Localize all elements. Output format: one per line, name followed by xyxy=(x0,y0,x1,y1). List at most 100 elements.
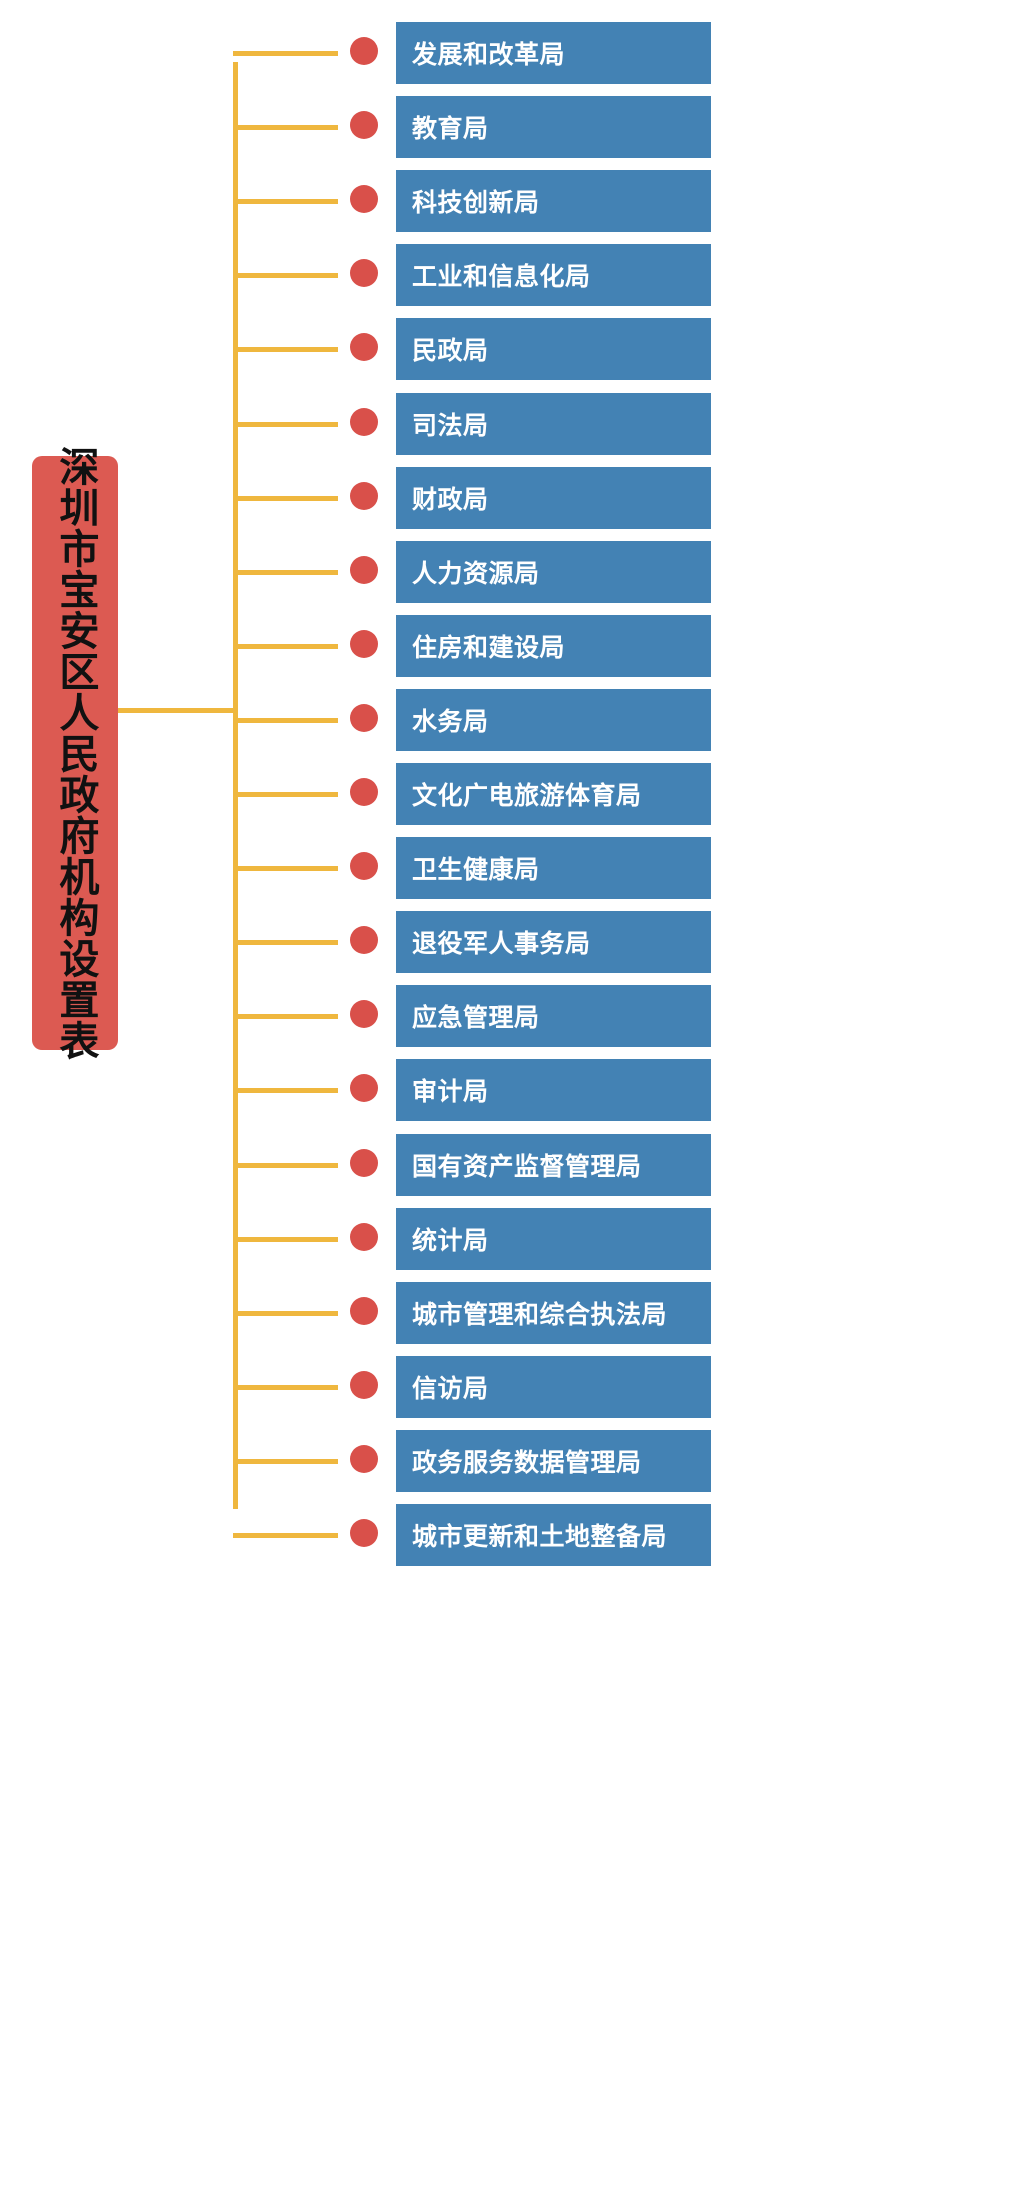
bullet-icon xyxy=(350,926,378,954)
department-row: 工业和信息化局 xyxy=(0,244,1029,306)
branch-connector xyxy=(233,866,338,871)
department-row: 教育局 xyxy=(0,96,1029,158)
department-row: 国有资产监督管理局 xyxy=(0,1134,1029,1196)
trunk-connector xyxy=(118,708,236,713)
department-node-label: 退役军人事务局 xyxy=(412,931,591,958)
branch-connector xyxy=(233,1088,338,1093)
bullet-icon xyxy=(350,630,378,658)
department-node[interactable]: 民政局 xyxy=(396,318,711,380)
department-node[interactable]: 人力资源局 xyxy=(396,541,711,603)
branch-connector xyxy=(233,1014,338,1019)
branch-connector xyxy=(233,51,338,56)
department-node[interactable]: 统计局 xyxy=(396,1208,711,1270)
department-node[interactable]: 城市更新和土地整备局 xyxy=(396,1504,711,1566)
department-row: 应急管理局 xyxy=(0,985,1029,1047)
department-node-label: 信访局 xyxy=(412,1376,489,1403)
department-node-label: 应急管理局 xyxy=(412,1005,540,1032)
department-node-label: 审计局 xyxy=(412,1079,489,1106)
bullet-icon xyxy=(350,1371,378,1399)
department-node[interactable]: 文化广电旅游体育局 xyxy=(396,763,711,825)
department-node-label: 政务服务数据管理局 xyxy=(412,1450,642,1477)
department-row: 信访局 xyxy=(0,1356,1029,1418)
department-node[interactable]: 城市管理和综合执法局 xyxy=(396,1282,711,1344)
department-node[interactable]: 国有资产监督管理局 xyxy=(396,1134,711,1196)
department-node[interactable]: 教育局 xyxy=(396,96,711,158)
department-row: 司法局 xyxy=(0,393,1029,455)
bullet-icon xyxy=(350,37,378,65)
branch-connector xyxy=(233,1459,338,1464)
root-node[interactable]: 深圳市宝安区人民政府机构设置表 xyxy=(32,446,118,1061)
department-node-label: 人力资源局 xyxy=(412,561,540,588)
department-row: 科技创新局 xyxy=(0,170,1029,232)
branch-connector xyxy=(233,1533,338,1538)
branch-connector xyxy=(233,570,338,575)
department-row: 审计局 xyxy=(0,1059,1029,1121)
department-row: 城市更新和土地整备局 xyxy=(0,1504,1029,1566)
bullet-icon xyxy=(350,704,378,732)
bullet-icon xyxy=(350,1445,378,1473)
branch-connector xyxy=(233,199,338,204)
department-row: 城市管理和综合执法局 xyxy=(0,1282,1029,1344)
department-node[interactable]: 住房和建设局 xyxy=(396,615,711,677)
department-row: 财政局 xyxy=(0,467,1029,529)
department-row: 民政局 xyxy=(0,318,1029,380)
department-node[interactable]: 发展和改革局 xyxy=(396,22,711,84)
bullet-icon xyxy=(350,111,378,139)
department-node-label: 统计局 xyxy=(412,1228,489,1255)
department-node-label: 发展和改革局 xyxy=(412,42,566,69)
department-node[interactable]: 司法局 xyxy=(396,393,711,455)
department-node-label: 国有资产监督管理局 xyxy=(412,1154,642,1181)
department-row: 水务局 xyxy=(0,689,1029,751)
department-node-label: 水务局 xyxy=(412,709,489,736)
department-row: 住房和建设局 xyxy=(0,615,1029,677)
root-node-label: 深圳市宝安区人民政府机构设置表 xyxy=(53,445,98,1061)
department-row: 政务服务数据管理局 xyxy=(0,1430,1029,1492)
department-node-label: 教育局 xyxy=(412,116,489,143)
department-row: 卫生健康局 xyxy=(0,837,1029,899)
department-node[interactable]: 水务局 xyxy=(396,689,711,751)
bullet-icon xyxy=(350,1074,378,1102)
department-node-label: 文化广电旅游体育局 xyxy=(412,783,642,810)
department-node-label: 城市更新和土地整备局 xyxy=(412,1524,668,1551)
department-node[interactable]: 工业和信息化局 xyxy=(396,244,711,306)
branch-connector xyxy=(233,1163,338,1168)
bullet-icon xyxy=(350,1223,378,1251)
branch-connector xyxy=(233,422,338,427)
department-row: 文化广电旅游体育局 xyxy=(0,763,1029,825)
bullet-icon xyxy=(350,1149,378,1177)
department-node-label: 工业和信息化局 xyxy=(412,264,591,291)
bullet-icon xyxy=(350,259,378,287)
department-row: 退役军人事务局 xyxy=(0,911,1029,973)
department-node[interactable]: 卫生健康局 xyxy=(396,837,711,899)
bullet-icon xyxy=(350,185,378,213)
branch-connector xyxy=(233,792,338,797)
department-node[interactable]: 退役军人事务局 xyxy=(396,911,711,973)
department-node-label: 科技创新局 xyxy=(412,190,540,217)
department-node[interactable]: 应急管理局 xyxy=(396,985,711,1047)
department-node[interactable]: 信访局 xyxy=(396,1356,711,1418)
department-node[interactable]: 政务服务数据管理局 xyxy=(396,1430,711,1492)
department-node[interactable]: 科技创新局 xyxy=(396,170,711,232)
bullet-icon xyxy=(350,482,378,510)
bullet-icon xyxy=(350,778,378,806)
bullet-icon xyxy=(350,1297,378,1325)
department-node-label: 住房和建设局 xyxy=(412,635,566,662)
branch-connector xyxy=(233,1311,338,1316)
bullet-icon xyxy=(350,556,378,584)
department-node[interactable]: 财政局 xyxy=(396,467,711,529)
branch-connector xyxy=(233,1237,338,1242)
branch-connector xyxy=(233,273,338,278)
department-node-label: 城市管理和综合执法局 xyxy=(412,1302,668,1329)
branch-connector xyxy=(233,347,338,352)
department-node[interactable]: 审计局 xyxy=(396,1059,711,1121)
branch-connector xyxy=(233,125,338,130)
bullet-icon xyxy=(350,333,378,361)
bullet-icon xyxy=(350,852,378,880)
branch-connector xyxy=(233,644,338,649)
branch-connector xyxy=(233,940,338,945)
bullet-icon xyxy=(350,408,378,436)
department-row: 人力资源局 xyxy=(0,541,1029,603)
department-node-label: 司法局 xyxy=(412,413,489,440)
department-node-label: 民政局 xyxy=(412,338,489,365)
spine-connector xyxy=(233,62,238,1509)
